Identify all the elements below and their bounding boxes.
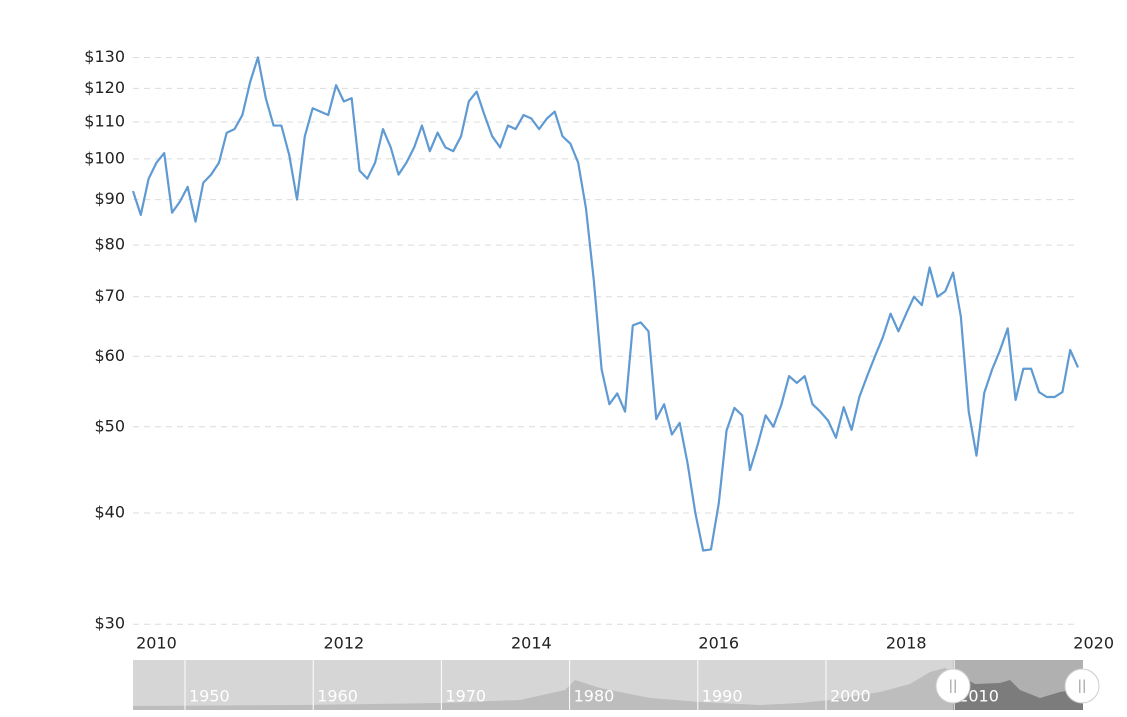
y-tick-label: $70 <box>94 286 125 305</box>
x-tick-label: 2016 <box>698 634 739 653</box>
x-tick-label: 2018 <box>886 634 927 653</box>
navigator-label: 1970 <box>445 687 486 706</box>
x-tick-label: 2014 <box>511 634 552 653</box>
y-tick-label: $40 <box>94 502 125 521</box>
y-tick-label: $110 <box>84 112 125 131</box>
y-tick-label: $30 <box>94 614 125 633</box>
navigator-label: 1960 <box>317 687 358 706</box>
x-tick-label: 2012 <box>324 634 365 653</box>
x-tick-label: 2020 <box>1073 634 1114 653</box>
navigator-label: 1950 <box>189 687 230 706</box>
handle-grip: || <box>949 679 958 694</box>
navigator-label: 2000 <box>830 687 871 706</box>
x-tick-label: 2010 <box>136 634 177 653</box>
y-tick-label: $80 <box>94 235 125 254</box>
y-tick-label: $130 <box>84 47 125 66</box>
navigator-selected-area <box>953 672 1083 710</box>
y-tick-label: $60 <box>94 346 125 365</box>
y-tick-label: $120 <box>84 78 125 97</box>
y-tick-label: $90 <box>94 189 125 208</box>
y-tick-label: $100 <box>84 148 125 167</box>
navigator-handle-right[interactable] <box>1064 668 1100 704</box>
navigator-label: 1990 <box>702 687 743 706</box>
navigator-handle-left[interactable] <box>935 668 971 704</box>
navigator-area <box>133 668 953 710</box>
price-line <box>131 56 1080 552</box>
grid <box>133 56 1078 625</box>
navigator[interactable]: 1950 1960 1970 1980 1990 2000 2010 || || <box>133 660 1100 710</box>
y-tick-label: $50 <box>94 416 125 435</box>
navigator-label: 1980 <box>574 687 615 706</box>
handle-grip: || <box>1078 679 1087 694</box>
